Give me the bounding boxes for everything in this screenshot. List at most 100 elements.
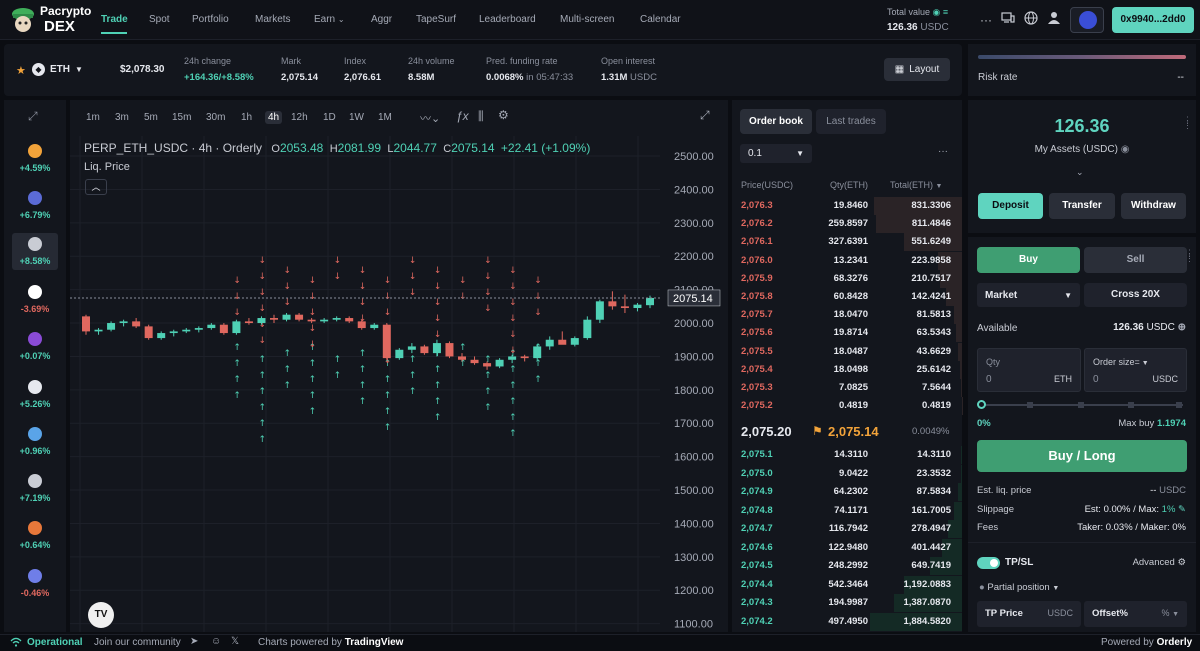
ask-row[interactable]: 2,075.7 18.0470 81.5813 [732,306,962,325]
rail-market-item[interactable]: -3.69% [4,285,66,314]
nav-multi-screen[interactable]: Multi-screen [560,14,615,25]
sell-tab[interactable]: Sell [1084,247,1187,273]
indicators-icon[interactable]: ƒx [456,109,469,123]
bid-row[interactable]: 2,074.6 122.9480 401.4427 [732,538,962,557]
ask-row[interactable]: 2,075.8 60.8428 142.4241 [732,288,962,306]
buy-tab[interactable]: Buy [977,247,1080,273]
bid-row[interactable]: 2,074.8 74.1171 161.7005 [732,501,962,520]
chart-settings-icon[interactable]: ⚙ [498,108,509,122]
timeframe-5m[interactable]: 5m [144,112,158,123]
price-chart[interactable]: 1m 3m 5m 15m 30m 1h 4h 12h 1D 1W 1M 〰⌄ ƒx ⫼ ⚙ ⤢ 25… [70,100,728,632]
rail-market-item[interactable]: +5.26% [4,380,66,409]
rail-market-item[interactable]: +0.07% [4,332,66,361]
deposit-button[interactable]: Deposit [978,193,1043,219]
order-type-select[interactable]: Market ▼ [977,283,1080,307]
symbol-selector[interactable]: ◆ ETH ▼ [32,63,83,76]
timeframe-3m[interactable]: 3m [115,112,129,123]
ask-row[interactable]: 2,075.9 68.3276 210.7517 [732,269,962,288]
fullscreen-icon[interactable]: ⤢ [700,108,710,122]
ask-row[interactable]: 2,075.4 18.0498 25.6142 [732,360,962,379]
nav-markets[interactable]: Markets [255,14,291,25]
timeframe-1W[interactable]: 1W [349,112,364,123]
qty-input[interactable]: Qty 0 ETH [977,348,1081,392]
nav-calendar[interactable]: Calendar [640,14,681,25]
timeframe-4h[interactable]: 4h [265,111,283,124]
devices-icon[interactable] [999,11,1017,29]
timeframe-1h[interactable]: 1h [241,112,253,123]
tab-last-trades[interactable]: Last trades [816,109,886,134]
nav-leaderboard[interactable]: Leaderboard [479,14,536,25]
margin-mode-button[interactable]: Cross 20X [1084,283,1187,307]
nav-trade[interactable]: Trade [101,14,128,25]
slippage-value[interactable]: Est: 0.00% / Max: 1% ✎ [1084,504,1186,515]
expand-icon[interactable]: ⤢ [28,109,38,123]
timeframe-12h[interactable]: 12h [291,112,308,123]
timeframe-1m[interactable]: 1m [86,112,100,123]
tradingview-logo-icon[interactable]: TV [88,602,114,628]
order-size-input[interactable]: Order size= ▼ 0 USDC [1084,348,1187,392]
more-icon[interactable]: ··· [938,146,948,157]
rail-market-item[interactable]: +4.59% [4,144,66,173]
bid-row[interactable]: 2,074.7 116.7942 278.4947 [732,520,962,538]
rail-market-item[interactable]: +6.79% [4,191,66,220]
bid-row[interactable]: 2,074.5 248.2992 649.7419 [732,557,962,575]
telegram-icon[interactable]: ➤ [190,636,199,647]
wallet-button[interactable]: 0x9940...2dd0 [1112,7,1194,33]
pacrypto-logo-icon[interactable] [10,6,36,34]
ask-row[interactable]: 2,075.3 7.0825 7.5644 [732,379,962,397]
withdraw-button[interactable]: Withdraw [1121,193,1186,219]
ask-row[interactable]: 2,076.3 19.8460 831.3306 [732,197,962,215]
candlestick-plot[interactable]: 2500.002400.002300.002200.002100.002000.… [70,136,728,632]
chevron-down-icon[interactable]: ⌄ [1076,167,1084,177]
layout-button[interactable]: ▦ Layout [884,58,950,81]
timeframe-15m[interactable]: 15m [172,112,192,123]
precision-select[interactable]: 0.1 ▼ [740,144,812,163]
nav-aggr[interactable]: Aggr [371,14,393,25]
ask-row[interactable]: 2,076.2 259.8597 811.4846 [732,215,962,234]
rail-market-item[interactable]: +7.19% [4,474,66,503]
rail-market-item[interactable]: +0.96% [4,427,66,456]
tab-order-book[interactable]: Order book [740,109,812,134]
nav-spot[interactable]: Spot [149,14,170,25]
x-twitter-icon[interactable]: 𝕏 [231,636,240,647]
nav-earn[interactable]: Earn ⌄ [314,14,345,25]
ask-row[interactable]: 2,075.2 0.4819 0.4819 [732,397,962,416]
candle-type-icon[interactable]: ⫼ [478,109,484,123]
user-icon[interactable] [1045,11,1063,29]
chain-selector-button[interactable] [1070,7,1104,33]
bid-row[interactable]: 2,075.1 14.3110 14.3110 [732,446,962,464]
more-icon[interactable]: ··· [980,13,992,27]
tp-price-input[interactable]: TP Price USDC [977,601,1081,627]
collapse-legend-button[interactable]: ︿ [85,179,107,195]
buy-long-button[interactable]: Buy / Long [977,440,1187,472]
ask-row[interactable]: 2,076.1 327.6391 551.6249 [732,233,962,252]
bid-row[interactable]: 2,074.2 497.4950 1,884.5820 [732,612,962,631]
timeframe-1M[interactable]: 1M [378,112,392,123]
rail-market-item[interactable]: +0.64% [4,521,66,550]
rail-market-item[interactable]: -0.46% [4,569,66,598]
ask-row[interactable]: 2,076.0 13.2341 223.9858 [732,251,962,270]
advanced-button[interactable]: Advanced ⚙ [1132,557,1186,568]
bid-row[interactable]: 2,074.3 194.9987 1,387.0870 [732,594,962,612]
bid-row[interactable]: 2,074.4 542.3464 1,192.0883 [732,575,962,594]
bid-row[interactable]: 2,074.9 64.2302 87.5834 [732,483,962,501]
discord-icon[interactable]: ☺ [211,636,222,647]
nav-portfolio[interactable]: Portfolio [192,14,229,25]
partial-position-select[interactable]: ● Partial position ▼ [979,582,1060,593]
ask-row[interactable]: 2,075.5 18.0487 43.6629 [732,342,962,361]
nav-tapesurf[interactable]: TapeSurf [416,14,457,25]
timeframe-1D[interactable]: 1D [323,112,336,123]
favorite-star-icon[interactable]: ★ [16,65,26,77]
ask-row[interactable]: 2,075.6 19.8714 63.5343 [732,324,962,343]
tpsl-toggle[interactable] [977,557,1000,569]
globe-icon[interactable] [1022,11,1040,29]
drag-handle-icon[interactable]: ⋮ ⋮ [1183,115,1192,130]
rail-market-item[interactable]: +8.58% [12,233,58,270]
bid-row[interactable]: 2,075.0 9.0422 23.3532 [732,464,962,483]
timeframe-30m[interactable]: 30m [206,112,226,123]
drag-handle-icon[interactable]: ⋮ ⋮ [1185,248,1194,263]
size-slider-thumb[interactable] [977,400,986,409]
transfer-button[interactable]: Transfer [1049,193,1115,219]
offset-select[interactable]: Offset% % ▼ [1084,601,1187,627]
drawing-tools-icon[interactable]: 〰⌄ [420,113,441,125]
